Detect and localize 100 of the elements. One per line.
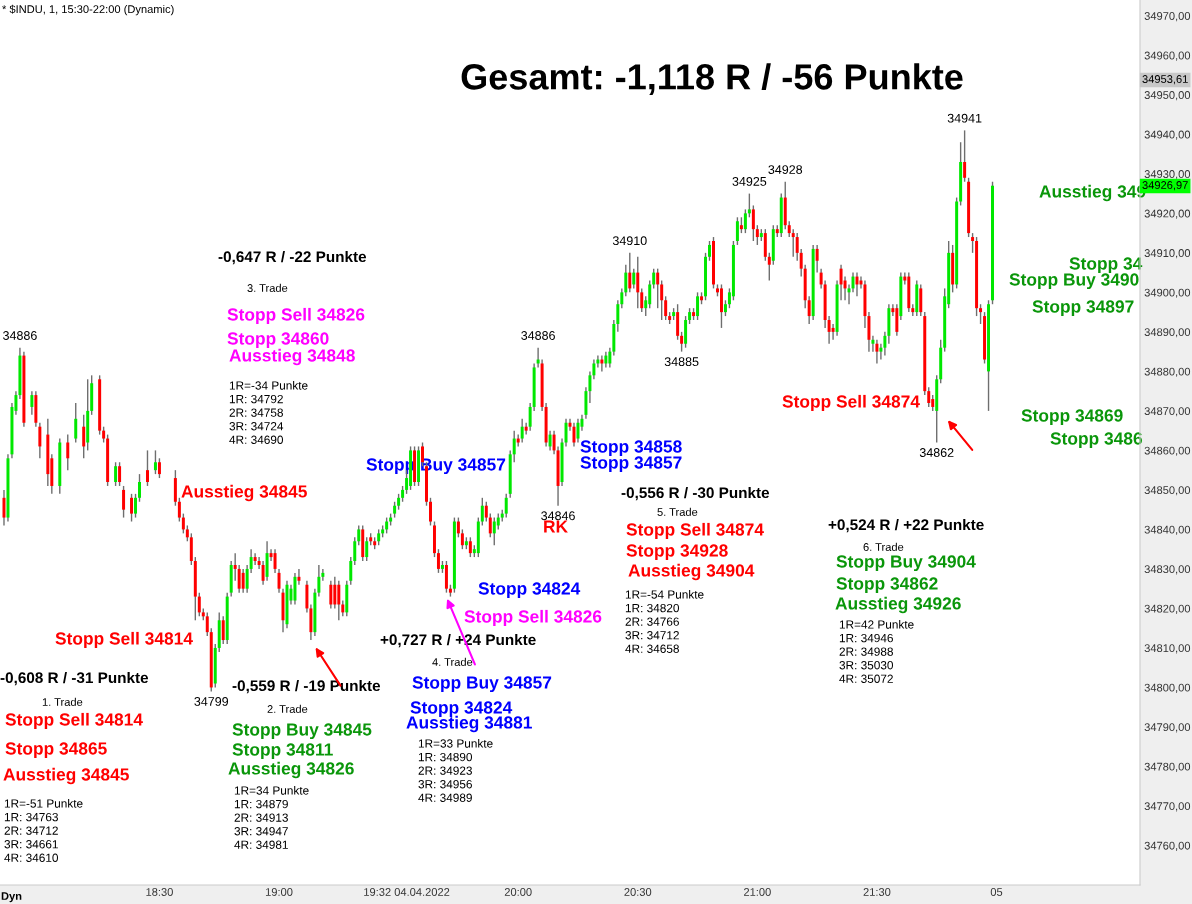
annotation: Stopp Sell 34826 [464,609,602,627]
annotation: Ausstieg 34926 [835,596,961,614]
y-tick-label: 34890,00 [1144,328,1191,338]
annotation: Stopp Sell 34814 [55,631,193,649]
candlestick [153,449,157,475]
candlestick [548,429,552,452]
candlestick [333,576,337,610]
annotation: Stopp 34 [1069,257,1143,274]
annotation: Ausstieg 34881 [406,715,532,733]
candlestick [38,422,42,459]
candlestick [839,264,843,301]
annotation: 3. Trade [247,283,288,292]
candlestick [680,331,684,353]
candlestick [293,572,297,606]
candlestick [704,252,708,301]
annotation: 34886 [521,331,555,340]
annotation: 34862 [919,448,954,457]
candlestick [460,528,464,550]
y-tick-label: 34940,00 [1144,130,1191,140]
annotation: 34799 [194,697,229,706]
candlestick [138,473,142,503]
candlestick [719,283,723,329]
y-tick-label: 34820,00 [1144,604,1191,614]
annotation: Stopp Sell 34874 [626,522,764,540]
candlestick [763,228,767,262]
candlestick [875,339,879,365]
annotation: Stopp 34928 [626,544,728,561]
annotation: 34846 [541,511,575,521]
annotation: 1R=-51 Punkte 1R: 34763 2R: 34712 3R: 34661 4R: 34610 [4,799,83,862]
annotation: 34941 [947,113,982,123]
y-tick-label: 34920,00 [1144,209,1191,219]
candlestick [648,279,652,309]
annotation: Stopp Buy 34904 [836,555,976,572]
annotation: Ausstieg 34826 [228,761,354,779]
annotation: Stopp 34824 [478,582,581,599]
x-tick-label: 05 [990,888,1003,896]
y-tick-label: 34780,00 [1144,762,1191,772]
annotation: Stopp 34858 [580,440,682,457]
candlestick [660,279,664,321]
candlestick [991,181,995,305]
annotation: 2. Trade [267,704,308,713]
candlestick [755,224,759,246]
x-tick-label: 21:00 [744,888,771,896]
chart-subtitle: * $INDU, 1, 15:30-22:00 (Dynamic) [2,4,174,16]
x-tick-label: 20:00 [504,888,532,896]
candlestick [696,291,700,321]
annotation: Ausstieg 34904 [628,563,755,581]
candlestick [265,540,269,582]
y-tick-label: 34760,00 [1144,841,1191,851]
y-tick-label: 34900,00 [1144,288,1191,298]
y-tick-label: 34840,00 [1144,525,1191,535]
candlestick [684,315,688,349]
candlestick [712,236,715,290]
candlestick [636,256,640,309]
annotation: Stopp Sell 34814 [5,712,143,730]
candlestick [576,418,580,444]
annotation: 4. Trade [432,657,473,666]
annotation: Stopp Sell 34874 [782,394,920,412]
annotation: 1R=42 Punkte 1R: 34946 2R: 34988 3R: 35030 4R: 35072 [839,620,914,683]
candlestick [735,216,739,246]
annotation: Stopp 34860 [227,332,329,349]
x-tick-label: 20:30 [624,888,652,896]
candlestick [349,556,353,586]
y-tick-label: 34930,00 [1144,170,1191,180]
candlestick [652,267,656,290]
candlestick [253,552,257,566]
text: Gesamt: -1,118 R / -56 Punkte [461,63,963,95]
y-tick-label: 34830,00 [1144,565,1191,575]
candlestick [767,252,771,282]
y-tick-label: 34860,00 [1144,446,1191,456]
annotation: Stopp 34897 [1032,300,1134,317]
candlestick [428,497,432,527]
candlestick [157,457,161,479]
candlestick [237,564,241,594]
candlestick [82,414,86,459]
candlestick [205,611,209,637]
annotation: Stopp Buy 3490 [1009,273,1139,290]
candlestick [632,267,636,290]
candlestick [484,501,488,523]
candlestick [572,422,576,448]
y-tick-label: 34800,00 [1144,683,1191,693]
annotation: Stopp 34811 [232,743,333,760]
annotation: -0,608 R / -31 Punkte [0,671,149,686]
y-tick-label: 34850,00 [1144,486,1191,496]
candlestick [851,271,855,294]
y-tick-label: 34810,00 [1144,644,1191,654]
candlestick [118,461,122,487]
annotation: Stopp Buy 34845 [232,723,372,740]
y-tick-label: 34970,00 [1144,12,1191,22]
annotation: 34910 [612,236,647,246]
y-tick-label: 34790,00 [1144,723,1191,733]
annotation: Ausstieg 34848 [229,348,355,366]
candlestick [488,512,492,539]
candlestick [353,536,357,566]
annotation: Stopp 34865 [5,742,107,759]
candlestick [74,402,78,444]
annotation: 1R=33 Punkte 1R: 34890 2R: 34923 3R: 34956 4R: 34989 [418,739,493,802]
candlestick [297,568,301,586]
text: Dyn [1,892,22,903]
candlestick [831,323,835,341]
